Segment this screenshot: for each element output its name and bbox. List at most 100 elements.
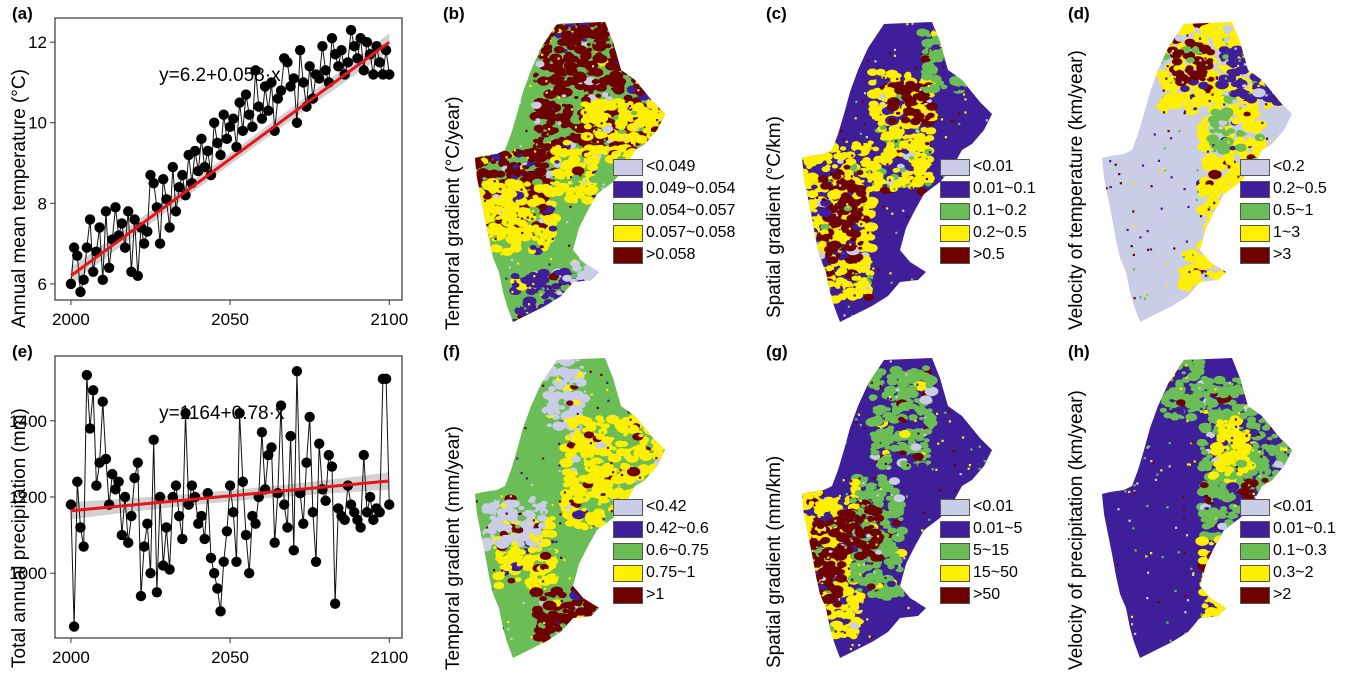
map-cell: [571, 471, 579, 477]
map-cell: [1192, 308, 1195, 311]
map-cell: [1191, 253, 1195, 257]
data-point: [352, 53, 363, 64]
map-cell: [1195, 198, 1198, 202]
map-cell: [573, 259, 576, 262]
map-cell: [1212, 149, 1217, 153]
map-cell: [807, 144, 822, 154]
map-cell: [1283, 62, 1288, 66]
map-cell: [480, 243, 487, 248]
map-cell: [1265, 137, 1269, 140]
map-cell: [809, 281, 817, 287]
map-cell: [602, 237, 605, 240]
map-cell: [886, 102, 899, 112]
map-cell: [863, 293, 874, 301]
map-cell: [818, 301, 821, 304]
map-cell: [533, 72, 539, 77]
map-cell: [939, 285, 943, 288]
map-cell: [1249, 63, 1262, 72]
data-point: [250, 518, 261, 529]
map-cell: [598, 428, 608, 435]
map-cell: [583, 89, 586, 92]
map-cell: [585, 424, 597, 432]
map-cell: [545, 314, 555, 321]
data-point: [103, 262, 115, 273]
map-cell: [828, 185, 833, 189]
map-cell: [636, 123, 639, 126]
map-cell: [548, 199, 551, 202]
map-cell: [1288, 85, 1292, 89]
map-cell: [612, 467, 618, 472]
map-cell: [1209, 324, 1211, 326]
map-cell: [613, 278, 617, 281]
map-cell: [1171, 58, 1183, 66]
map-cell: [1225, 202, 1231, 206]
map-cell: [1196, 129, 1210, 140]
map-cell: [663, 115, 665, 125]
map-cell: [904, 74, 912, 80]
map-cell: [940, 22, 943, 25]
map-cell: [1298, 103, 1300, 105]
map-cell: [1146, 127, 1149, 130]
map-cell: [1204, 144, 1207, 147]
legend-swatch: [613, 158, 643, 176]
legend-label: <0.01: [973, 158, 1014, 175]
map-cell: [958, 112, 961, 115]
map-cell: [561, 371, 574, 380]
map-cell: [492, 247, 498, 251]
map-cell: [861, 206, 864, 209]
map-cell: [1248, 30, 1256, 35]
map-cell: [1269, 80, 1277, 86]
map-cell: [1273, 63, 1286, 73]
data-point: [202, 145, 214, 157]
map-cell: [520, 211, 526, 215]
map-cell: [826, 70, 829, 73]
map-cell: [508, 186, 515, 191]
map-cell: [595, 128, 598, 131]
map-cell: [848, 25, 851, 28]
map-cell: [624, 27, 634, 35]
map-cell: [805, 279, 812, 284]
map-cell: [1111, 267, 1114, 270]
data-point: [145, 169, 156, 181]
map-cell: [914, 67, 917, 70]
data-point: [212, 583, 223, 594]
map-cell: [485, 45, 488, 48]
map-cell: [479, 316, 482, 319]
map-cell: [522, 296, 537, 307]
map-cell: [1183, 112, 1186, 115]
map-cell: [561, 383, 566, 387]
map-cell: [589, 304, 592, 308]
map-cell: [1156, 22, 1171, 28]
map-cell: [955, 49, 965, 56]
map-cell: [1271, 83, 1283, 91]
map-cell: [926, 102, 938, 111]
map-cell: [925, 177, 928, 181]
map-cell: [594, 301, 597, 304]
map-cell: [802, 252, 809, 262]
map-cell: [886, 175, 895, 182]
map-cell: [1196, 276, 1202, 280]
map-cell: [658, 430, 665, 437]
map-cell: [1282, 301, 1285, 304]
map-cell: [1210, 285, 1213, 288]
map-cell: [814, 292, 823, 299]
map-cell: [1267, 48, 1272, 52]
map-cell: [588, 175, 599, 183]
data-point: [243, 568, 255, 579]
map-cell: [571, 286, 576, 291]
map-cell: [649, 97, 652, 100]
map-cell: [651, 69, 664, 79]
legend-entry: <0.01: [940, 156, 1036, 178]
map-cell: [540, 51, 549, 58]
data-point: [199, 533, 210, 545]
data-point: [250, 65, 261, 76]
map-cell: [1243, 111, 1251, 117]
map-cell: [1208, 237, 1211, 240]
map-cell: [666, 95, 670, 98]
trend-equation: y=1164+0.78·x: [159, 403, 285, 424]
map-cell: [485, 23, 488, 26]
map-cell: [860, 277, 868, 282]
map-cell: [532, 210, 535, 213]
map-cell: [1150, 185, 1153, 188]
map-cell: [1260, 24, 1273, 34]
